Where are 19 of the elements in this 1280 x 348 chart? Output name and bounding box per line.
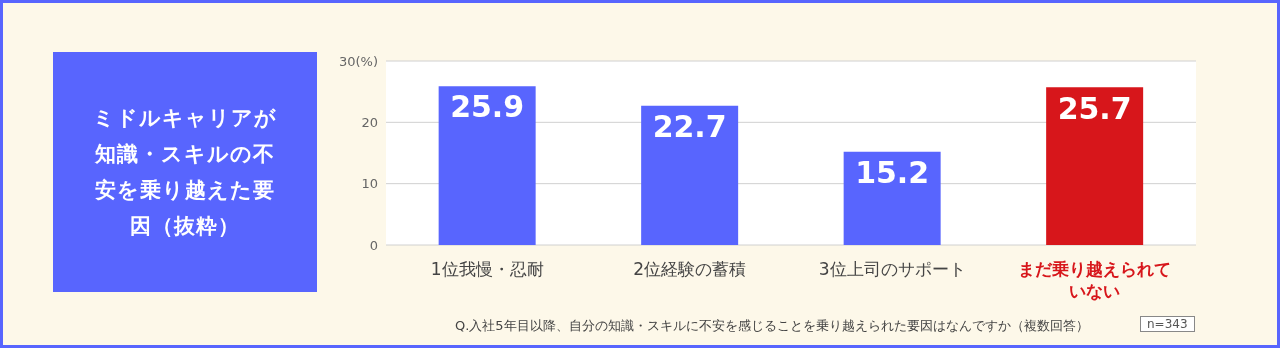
x-tick-label: 3位上司のサポート xyxy=(818,259,966,279)
data-label: 15.2 xyxy=(855,155,930,191)
y-tick-label: 20 xyxy=(361,114,378,130)
bar xyxy=(438,86,536,245)
data-label: 25.7 xyxy=(1057,90,1132,126)
data-label: 25.9 xyxy=(450,89,525,125)
x-tick-label: 1位我慢・忍耐 xyxy=(430,259,544,279)
y-tick-label: 10 xyxy=(361,176,378,192)
data-label: 22.7 xyxy=(652,109,727,145)
text: ミドルキャリアが知識・スキルの不安を乗り越えた要因（抜粋） xyxy=(92,105,278,240)
bar xyxy=(843,151,941,245)
x-tick-label: 2位経験の蓄積 xyxy=(633,259,747,279)
y-tick-label: 30(%) xyxy=(338,53,378,69)
bar xyxy=(641,105,739,245)
y-tick-label: 0 xyxy=(369,237,378,253)
bar xyxy=(1046,87,1144,245)
text: Q.入社5年目以降、自分の知識・スキルに不安を感じることを乗り越えられた要因はなんですか（複数回答） xyxy=(455,317,1089,335)
text: n=343 xyxy=(1140,316,1195,332)
x-tick-label: まだ乗り越えられていない xyxy=(1018,259,1172,301)
